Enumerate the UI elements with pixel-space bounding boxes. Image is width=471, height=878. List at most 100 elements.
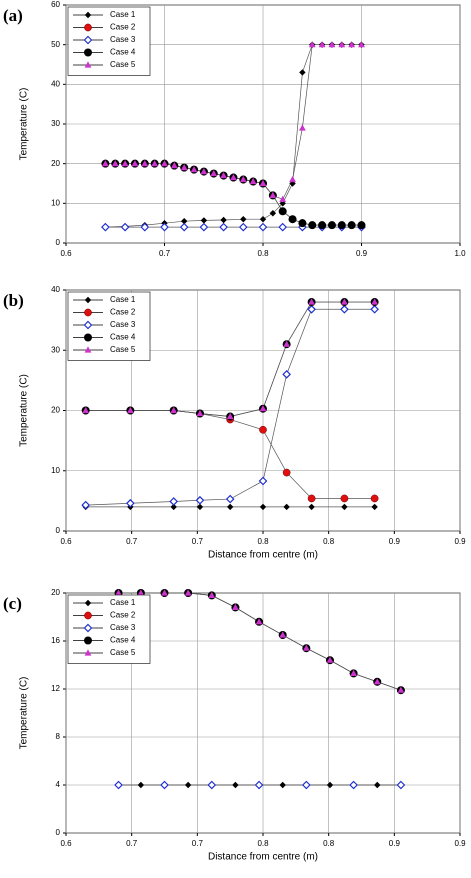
marker xyxy=(180,164,188,171)
marker xyxy=(170,162,178,169)
marker xyxy=(249,177,257,185)
marker xyxy=(347,221,356,230)
y-axis-label: Temperature (C) xyxy=(19,88,30,161)
marker xyxy=(308,298,315,305)
y-tick-label: 0 xyxy=(56,238,61,247)
marker xyxy=(200,168,208,175)
legend-marker xyxy=(84,296,92,304)
marker xyxy=(298,219,307,228)
x-tick-label: 0.9 xyxy=(356,249,368,258)
marker xyxy=(190,166,198,173)
legend-label: Case 3 xyxy=(110,320,136,329)
legend-label: Case 2 xyxy=(110,611,136,620)
marker xyxy=(397,686,405,693)
marker xyxy=(340,304,349,314)
marker xyxy=(161,589,168,596)
marker xyxy=(196,503,204,511)
panel-label: (a) xyxy=(3,6,23,25)
marker xyxy=(341,503,348,511)
legend-marker xyxy=(83,623,93,633)
marker xyxy=(328,41,336,48)
marker xyxy=(282,468,291,477)
x-axis-label: Distance from centre (m) xyxy=(208,852,318,863)
legend-label: Case 5 xyxy=(110,345,136,354)
marker xyxy=(283,340,291,347)
marker xyxy=(282,370,291,379)
marker xyxy=(308,221,317,230)
y-tick-label: 12 xyxy=(51,684,60,693)
y-tick-label: 0 xyxy=(56,828,61,837)
marker xyxy=(255,618,263,625)
marker xyxy=(161,160,168,167)
marker xyxy=(288,215,297,224)
y-tick-label: 8 xyxy=(56,732,61,741)
x-tick-label: 0.8 xyxy=(323,839,335,848)
marker xyxy=(326,656,334,663)
marker xyxy=(115,589,122,596)
marker xyxy=(338,41,346,48)
y-tick-label: 40 xyxy=(51,285,60,294)
x-tick-label: 0.6 xyxy=(60,839,72,848)
marker xyxy=(278,222,288,232)
marker xyxy=(82,406,90,414)
x-tick-label: 0.7 xyxy=(192,537,204,546)
legend-marker xyxy=(83,320,93,330)
marker xyxy=(111,160,119,167)
marker xyxy=(169,497,179,506)
legend-marker xyxy=(84,333,92,342)
marker xyxy=(232,781,239,789)
legend-marker xyxy=(84,636,92,645)
marker xyxy=(340,494,349,503)
marker xyxy=(307,304,316,314)
legend-label: Case 4 xyxy=(110,333,136,342)
marker xyxy=(120,222,130,232)
legend-label: Case 2 xyxy=(110,308,136,317)
legend-label: Case 5 xyxy=(110,60,136,69)
marker xyxy=(357,221,366,230)
y-tick-label: 30 xyxy=(51,345,60,354)
marker xyxy=(269,210,277,217)
marker xyxy=(179,222,189,232)
marker xyxy=(121,160,129,167)
marker xyxy=(140,222,150,232)
x-tick-label: 1.0 xyxy=(454,249,466,258)
marker xyxy=(200,217,208,224)
legend-marker xyxy=(84,48,92,57)
marker xyxy=(258,222,268,232)
marker xyxy=(259,503,267,511)
x-axis-label: Distance from centre (m) xyxy=(208,550,318,561)
legend-label: Case 3 xyxy=(110,623,136,632)
legend-marker xyxy=(84,611,92,620)
marker xyxy=(350,669,358,676)
marker xyxy=(238,222,248,232)
marker xyxy=(374,781,381,789)
marker xyxy=(373,678,381,685)
marker xyxy=(259,405,267,412)
legend-box xyxy=(67,594,151,664)
x-tick-label: 0.8 xyxy=(257,249,269,258)
marker xyxy=(240,216,247,223)
marker xyxy=(259,179,267,187)
marker xyxy=(141,160,149,167)
y-tick-label: 20 xyxy=(51,588,60,597)
series-line xyxy=(85,301,375,417)
marker xyxy=(299,124,306,131)
marker xyxy=(196,409,204,417)
marker xyxy=(220,216,227,224)
legend-label: Case 1 xyxy=(110,598,136,607)
legend-marker xyxy=(84,599,92,607)
marker xyxy=(301,780,311,790)
x-tick-label: 0.7 xyxy=(126,839,138,848)
marker xyxy=(230,173,237,181)
legend-label: Case 1 xyxy=(110,295,136,304)
marker xyxy=(195,495,205,505)
marker xyxy=(370,304,379,314)
y-axis-label: Temperature (C) xyxy=(19,374,30,447)
marker xyxy=(114,780,123,790)
y-tick-label: 30 xyxy=(51,119,60,128)
marker xyxy=(226,412,234,420)
legend-marker xyxy=(84,61,92,68)
marker xyxy=(358,41,365,48)
panel-label: (c) xyxy=(3,594,22,613)
legend-marker xyxy=(84,11,92,19)
